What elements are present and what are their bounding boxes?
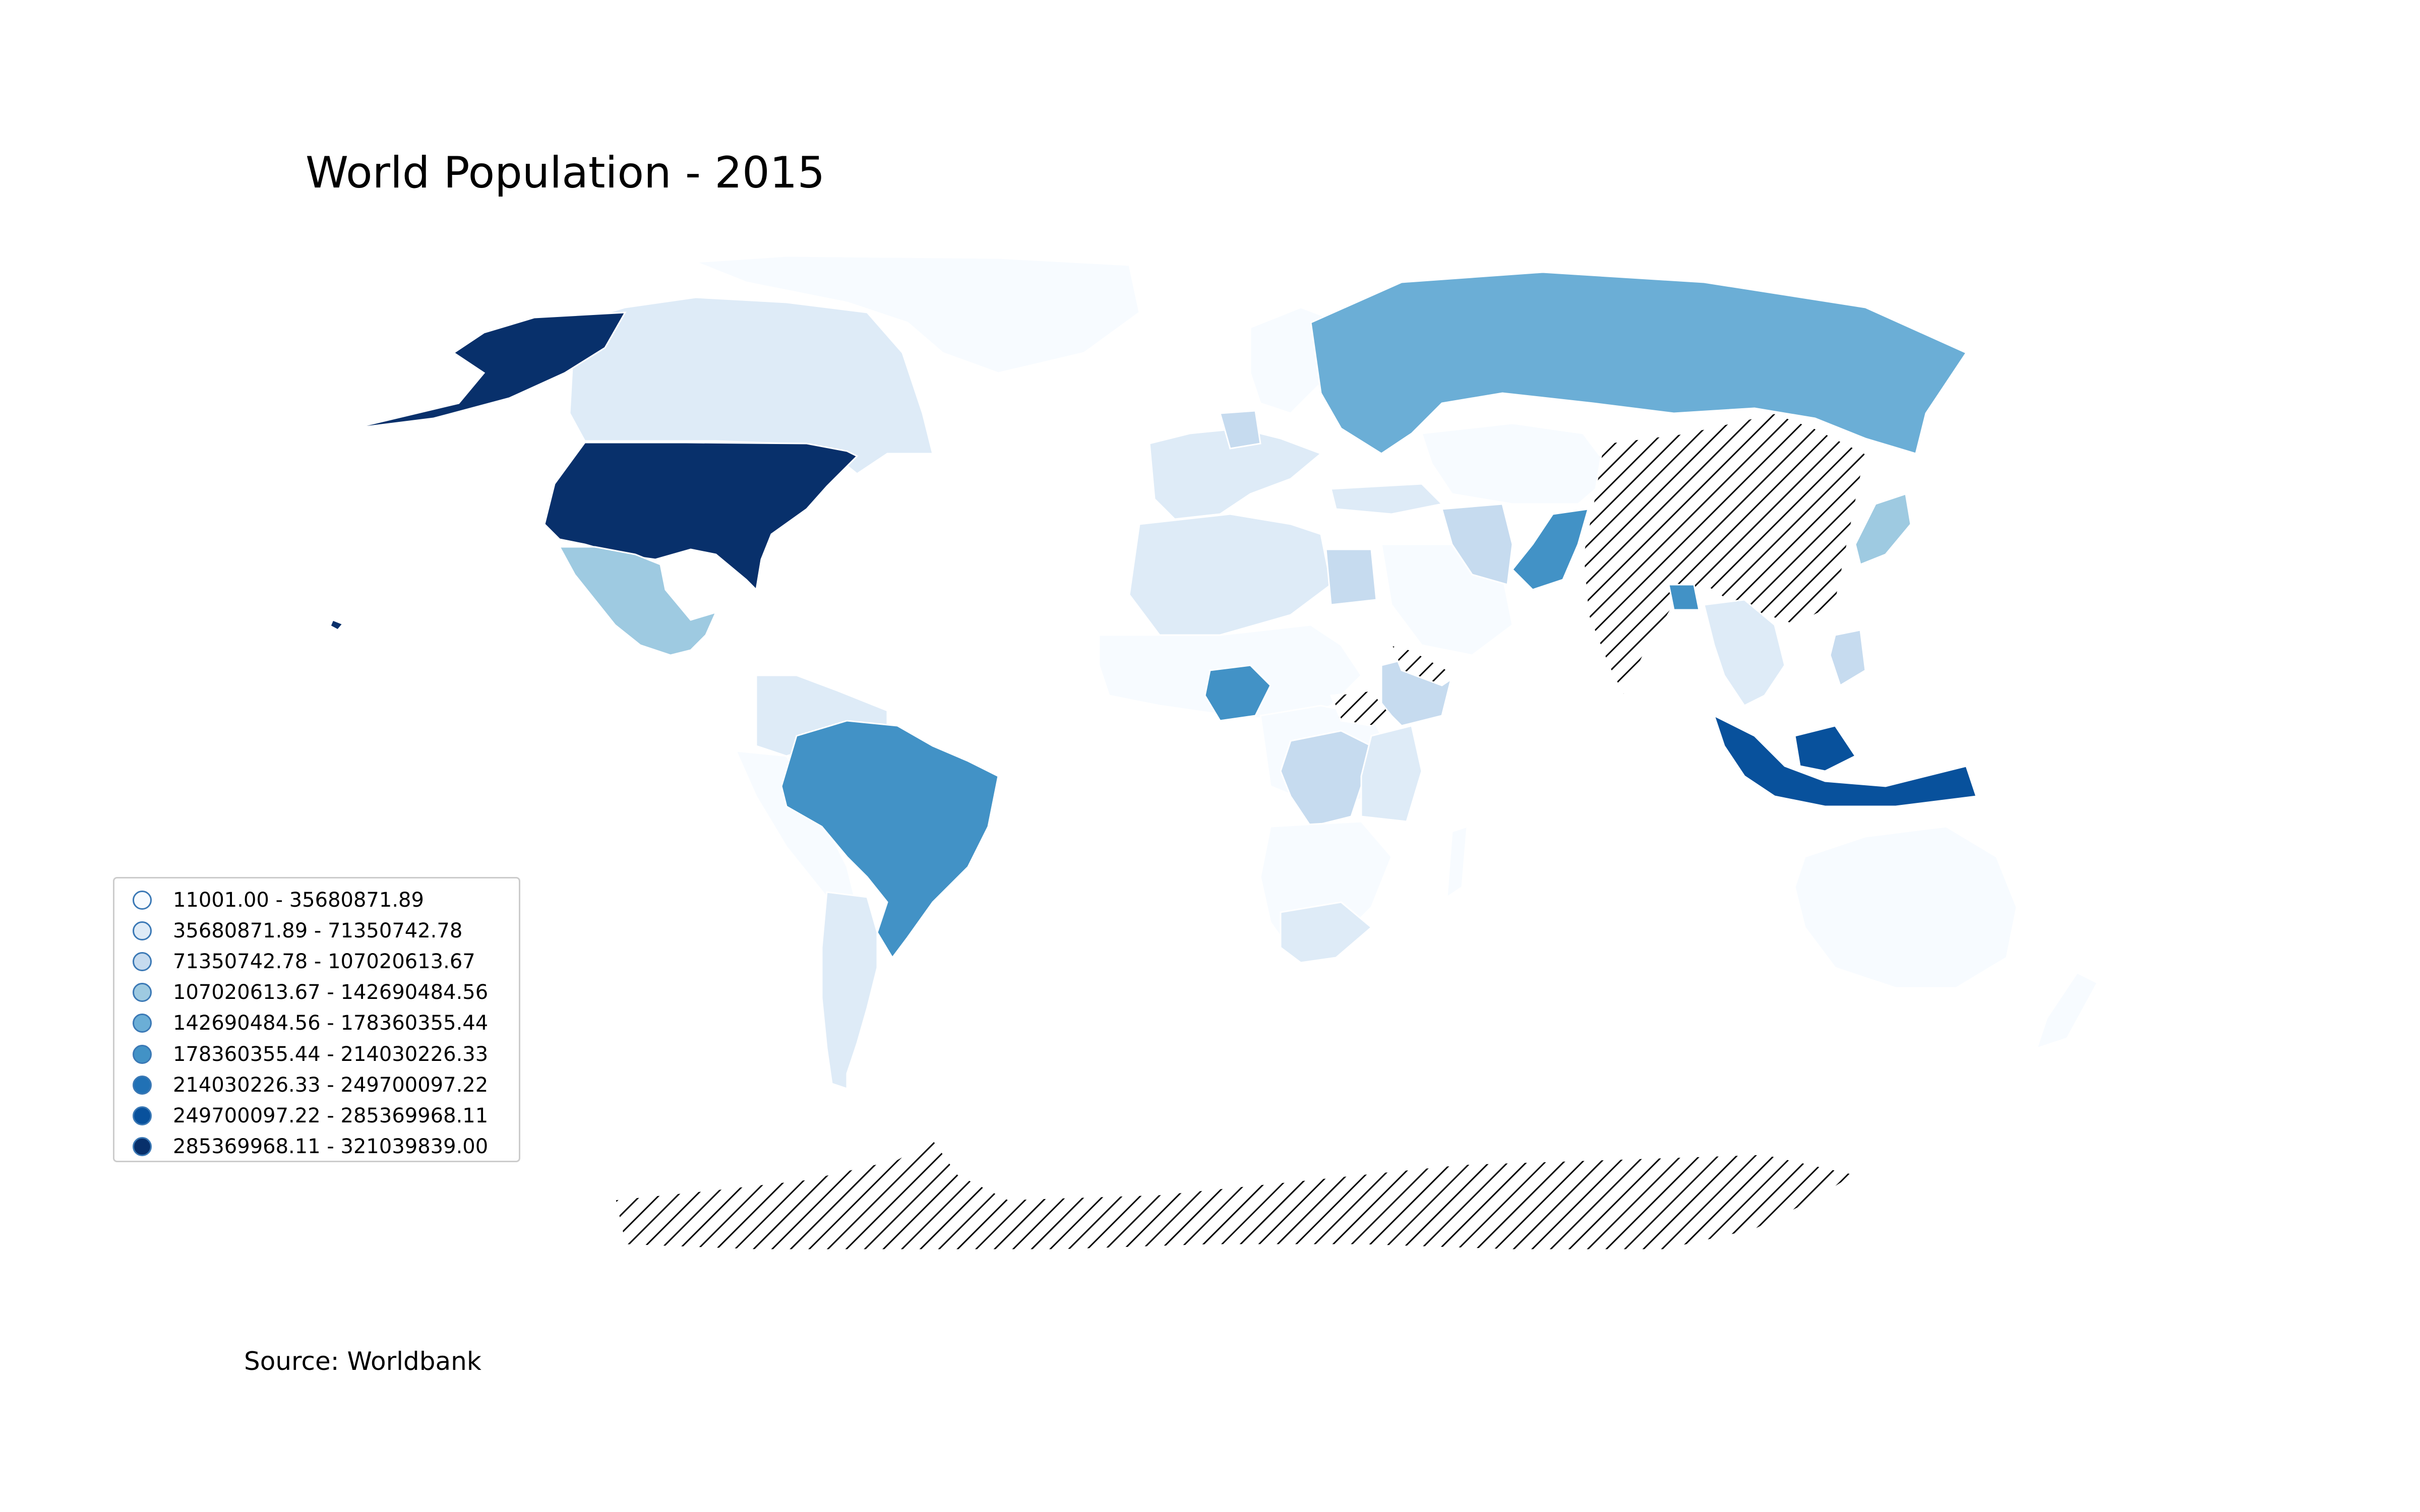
legend-label: 107020613.67 - 142690484.56 [173, 981, 489, 1004]
region-antarctica-missing [614, 1138, 1857, 1251]
legend-marker-icon [133, 1044, 152, 1064]
region-russia [1310, 271, 1968, 455]
region-alaska-usa [352, 311, 627, 429]
country-regions [329, 255, 2099, 1251]
region-brazil [780, 720, 999, 959]
region-egypt [1325, 548, 1377, 606]
region-north-atlantic-greenland [695, 255, 1140, 374]
legend-items: 11001.00 - 35680871.89 35680871.89 - 7135… [114, 885, 519, 1162]
region-central-asia [1420, 422, 1615, 505]
map-title: World Population - 2015 [306, 148, 825, 198]
region-japan [1854, 493, 1912, 566]
legend-item: 214030226.33 - 249700097.22 [114, 1069, 519, 1100]
region-mexico [558, 546, 717, 656]
region-australia [1794, 826, 2018, 989]
legend-marker-icon [133, 1014, 152, 1033]
region-nigeria [1204, 664, 1272, 722]
region-north-africa [1128, 513, 1332, 636]
source-note: Source: Worldbank [244, 1347, 481, 1376]
legend-item: 71350742.78 - 107020613.67 [114, 946, 519, 977]
legend-label: 178360355.44 - 214030226.33 [173, 1042, 489, 1066]
map-legend: 11001.00 - 35680871.89 35680871.89 - 7135… [113, 877, 520, 1162]
legend-label: 35680871.89 - 71350742.78 [173, 919, 463, 942]
region-argentina-chile [821, 891, 878, 1090]
region-philippines [1829, 629, 1866, 687]
legend-label: 214030226.33 - 249700097.22 [173, 1073, 489, 1097]
region-iran [1441, 503, 1514, 586]
region-canada [569, 296, 934, 475]
region-germany [1219, 410, 1261, 450]
legend-marker-icon [133, 1075, 152, 1095]
legend-item: 142690484.56 - 178360355.44 [114, 1008, 519, 1039]
legend-marker-icon [133, 1106, 152, 1125]
region-east-africa [1360, 725, 1423, 823]
region-ethiopia-somalia-missing [1329, 689, 1393, 727]
region-indonesia [1713, 714, 1978, 807]
legend-item: 35680871.89 - 71350742.78 [114, 915, 519, 946]
legend-item: 285369968.11 - 321039839.00 [114, 1131, 519, 1162]
region-new-zealand [2035, 972, 2099, 1050]
legend-label: 11001.00 - 35680871.89 [173, 888, 424, 912]
legend-item: 178360355.44 - 214030226.33 [114, 1039, 519, 1069]
region-madagascar [1446, 825, 1468, 899]
legend-item: 249700097.22 - 285369968.11 [114, 1100, 519, 1131]
legend-marker-icon [133, 983, 152, 1002]
legend-marker-icon [133, 890, 152, 910]
legend-item: 107020613.67 - 142690484.56 [114, 977, 519, 1008]
region-turkey [1330, 483, 1444, 515]
legend-label: 249700097.22 - 285369968.11 [173, 1104, 489, 1127]
region-south-africa [1280, 901, 1373, 964]
legend-label: 142690484.56 - 178360355.44 [173, 1012, 489, 1035]
region-borneo-indonesia [1794, 725, 1857, 772]
region-hawaii-usa [329, 619, 344, 631]
region-pakistan [1511, 508, 1590, 591]
region-western-europe [1148, 427, 1322, 520]
legend-label: 285369968.11 - 321039839.00 [173, 1135, 489, 1159]
region-bangladesh [1668, 584, 1700, 611]
legend-label: 71350742.78 - 107020613.67 [173, 950, 475, 973]
legend-marker-icon [133, 921, 152, 940]
legend-item: 11001.00 - 35680871.89 [114, 885, 519, 915]
region-drc [1280, 730, 1372, 828]
legend-marker-icon [133, 952, 152, 971]
region-southeast-asia [1703, 599, 1786, 707]
legend-marker-icon [133, 1137, 152, 1157]
region-horn-missing [1390, 644, 1459, 686]
